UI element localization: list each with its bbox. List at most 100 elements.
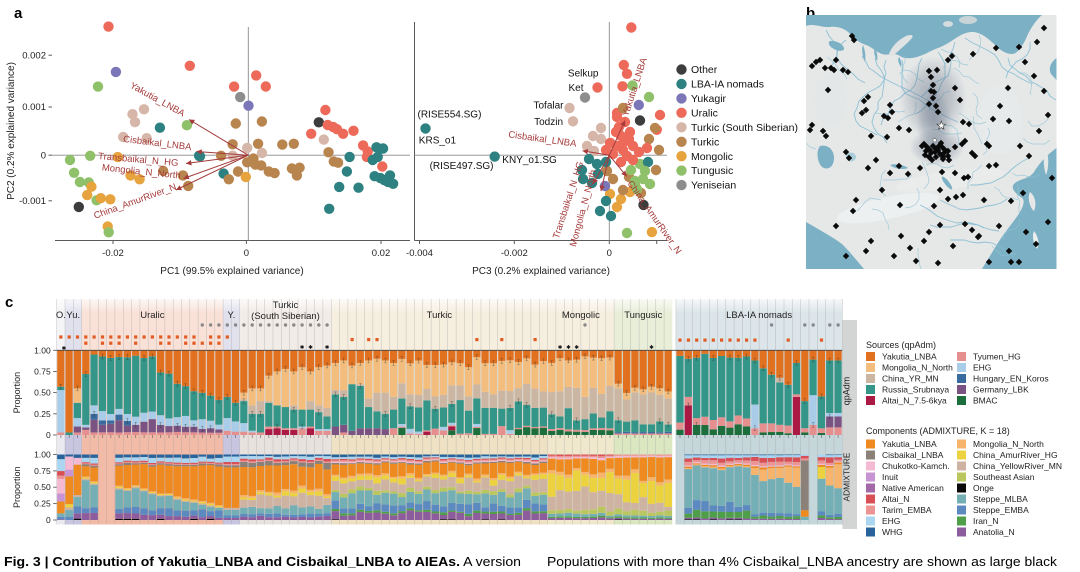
svg-text:-0.002: -0.002	[501, 248, 528, 259]
svg-text:✱: ✱	[300, 344, 305, 351]
svg-text:Cisbaikal_LNBA: Cisbaikal_LNBA	[882, 450, 944, 460]
svg-text:ADMIXTURE: ADMIXTURE	[842, 452, 852, 501]
svg-text:Altai_N_7.5-6kya: Altai_N_7.5-6kya	[882, 396, 947, 406]
svg-text:Tofalar: Tofalar	[533, 101, 564, 112]
svg-text:Yeniseian: Yeniseian	[691, 180, 736, 192]
svg-text:(RISE554.SG): (RISE554.SG)	[418, 110, 482, 121]
svg-text:Steppe_EMBA: Steppe_EMBA	[973, 505, 1029, 515]
svg-text:0: 0	[41, 150, 46, 161]
svg-text:Sources (qpAdm): Sources (qpAdm)	[866, 340, 936, 350]
svg-text:WHG: WHG	[882, 527, 903, 537]
svg-text:PC1 (99.5% explained variance): PC1 (99.5% explained variance)	[160, 266, 303, 277]
svg-text:a: a	[14, 5, 23, 22]
svg-text:Native American: Native American	[882, 483, 944, 493]
svg-text:qpAdm: qpAdm	[842, 377, 852, 406]
svg-text:Todzin: Todzin	[534, 117, 563, 128]
svg-text:Cisbaikal_LNBA: Cisbaikal_LNBA	[123, 134, 193, 153]
svg-text:PC2 (0.2% explained variance): PC2 (0.2% explained variance)	[6, 62, 17, 200]
svg-text:(South Siberian): (South Siberian)	[251, 311, 320, 322]
svg-text:✱: ✱	[62, 345, 67, 352]
svg-text:EHG: EHG	[882, 516, 900, 526]
svg-text:-0.004: -0.004	[406, 248, 433, 259]
svg-text:1.00: 1.00	[34, 345, 51, 355]
svg-text:EHG: EHG	[973, 363, 991, 373]
svg-text:Altai_N: Altai_N	[882, 494, 909, 504]
svg-text:Proportion: Proportion	[12, 372, 22, 414]
svg-text:✱: ✱	[325, 344, 330, 351]
svg-text:✱: ✱	[566, 344, 571, 351]
svg-text:c: c	[5, 294, 13, 311]
svg-text:China_AmurRiver_N: China_AmurRiver_N	[625, 179, 684, 257]
svg-text:0.25: 0.25	[34, 409, 51, 419]
svg-text:O.: O.	[56, 310, 66, 321]
svg-text:Tarim_EMBA: Tarim_EMBA	[882, 505, 932, 515]
svg-text:LBA-IA nomads: LBA-IA nomads	[726, 310, 792, 321]
svg-text:✱: ✱	[574, 344, 579, 351]
svg-text:Other: Other	[691, 64, 718, 76]
svg-text:Chukotko-Kamch.: Chukotko-Kamch.	[882, 461, 950, 471]
svg-text:Mongolic: Mongolic	[562, 310, 600, 321]
svg-text:(RISE497.SG): (RISE497.SG)	[430, 161, 494, 172]
svg-text:0: 0	[607, 248, 612, 259]
svg-text:Cisbaikal_LNBA: Cisbaikal_LNBA	[508, 129, 578, 150]
svg-text:Tungusic: Tungusic	[624, 310, 662, 321]
svg-text:China_YellowRiver_MN: China_YellowRiver_MN	[973, 461, 1062, 471]
svg-text:Populations with more than 4%: Populations with more than 4% Cisbaikal_…	[547, 554, 1058, 569]
svg-text:Anatolia_N: Anatolia_N	[973, 527, 1015, 537]
svg-text:0.50: 0.50	[34, 482, 51, 492]
svg-text:1.00: 1.00	[34, 450, 51, 460]
svg-text:Turkic: Turkic	[427, 310, 453, 321]
svg-text:KRS_o1: KRS_o1	[419, 136, 457, 147]
svg-text:0.75: 0.75	[34, 466, 51, 476]
svg-text:Onge: Onge	[973, 483, 994, 493]
svg-text:Yukagir: Yukagir	[691, 93, 727, 105]
svg-text:Tungusic: Tungusic	[691, 165, 733, 177]
svg-text:Fig. 3 | Contribution of Yakut: Fig. 3 | Contribution of Yakutia_LNBA an…	[4, 554, 521, 569]
svg-text:0: 0	[244, 248, 249, 259]
svg-text:Yu.: Yu.	[66, 310, 80, 321]
svg-text:Proportion: Proportion	[12, 466, 22, 508]
svg-text:0: 0	[46, 515, 51, 525]
svg-text:0: 0	[46, 430, 51, 440]
svg-text:-0.001: -0.001	[19, 196, 46, 207]
svg-text:✱: ✱	[649, 344, 654, 351]
svg-text:Turkic: Turkic	[273, 300, 299, 311]
svg-text:Turkic: Turkic	[691, 136, 719, 148]
svg-text:0.002: 0.002	[22, 50, 46, 61]
svg-text:BMAC: BMAC	[973, 396, 998, 406]
svg-text:-0.02: -0.02	[102, 248, 124, 259]
svg-text:Iran_N: Iran_N	[973, 516, 999, 526]
svg-text:0.02: 0.02	[372, 248, 391, 259]
svg-text:Inuit: Inuit	[882, 472, 899, 482]
svg-text:Yakutia_LNBA: Yakutia_LNBA	[882, 439, 937, 449]
svg-text:✱: ✱	[558, 344, 563, 351]
svg-text:Selkup: Selkup	[568, 69, 599, 80]
svg-text:Steppe_MLBA: Steppe_MLBA	[973, 494, 1028, 504]
svg-text:Hungary_EN_Koros: Hungary_EN_Koros	[973, 374, 1049, 384]
svg-text:Yakutia_LNBA: Yakutia_LNBA	[882, 352, 937, 362]
svg-text:Uralic: Uralic	[140, 310, 165, 321]
svg-text:PC3 (0.2% explained variance): PC3 (0.2% explained variance)	[472, 266, 610, 277]
svg-text:b: b	[806, 5, 815, 22]
svg-text:✱: ✱	[308, 344, 313, 351]
svg-text:Tyumen_HG: Tyumen_HG	[973, 352, 1021, 362]
svg-text:Mongolia_N_North: Mongolia_N_North	[882, 363, 953, 373]
svg-text:Russia_Srubnaya: Russia_Srubnaya	[882, 385, 949, 395]
svg-text:Turkic (South Siberian): Turkic (South Siberian)	[691, 122, 798, 134]
svg-text:Y.: Y.	[228, 310, 236, 321]
svg-text:Uralic: Uralic	[691, 107, 718, 119]
svg-text:0.25: 0.25	[34, 499, 51, 509]
svg-text:0.50: 0.50	[34, 388, 51, 398]
svg-text:China_AmurRiver_N: China_AmurRiver_N	[92, 182, 178, 222]
svg-text:Ket: Ket	[568, 83, 583, 94]
svg-text:Mongolia_N_North: Mongolia_N_North	[973, 439, 1044, 449]
svg-text:Southeast Asian: Southeast Asian	[973, 472, 1035, 482]
svg-text:0.001: 0.001	[22, 102, 46, 113]
svg-text:China_YR_MN: China_YR_MN	[882, 374, 939, 384]
svg-text:Mongolic: Mongolic	[691, 151, 733, 163]
svg-text:Germany_LBK: Germany_LBK	[973, 385, 1029, 395]
svg-text:KNY_o1.SG: KNY_o1.SG	[502, 155, 557, 166]
svg-text:Components (ADMIXTURE, K = 18): Components (ADMIXTURE, K = 18)	[866, 426, 1010, 436]
svg-text:0.75: 0.75	[34, 367, 51, 377]
svg-text:LBA-IA nomads: LBA-IA nomads	[691, 79, 764, 91]
